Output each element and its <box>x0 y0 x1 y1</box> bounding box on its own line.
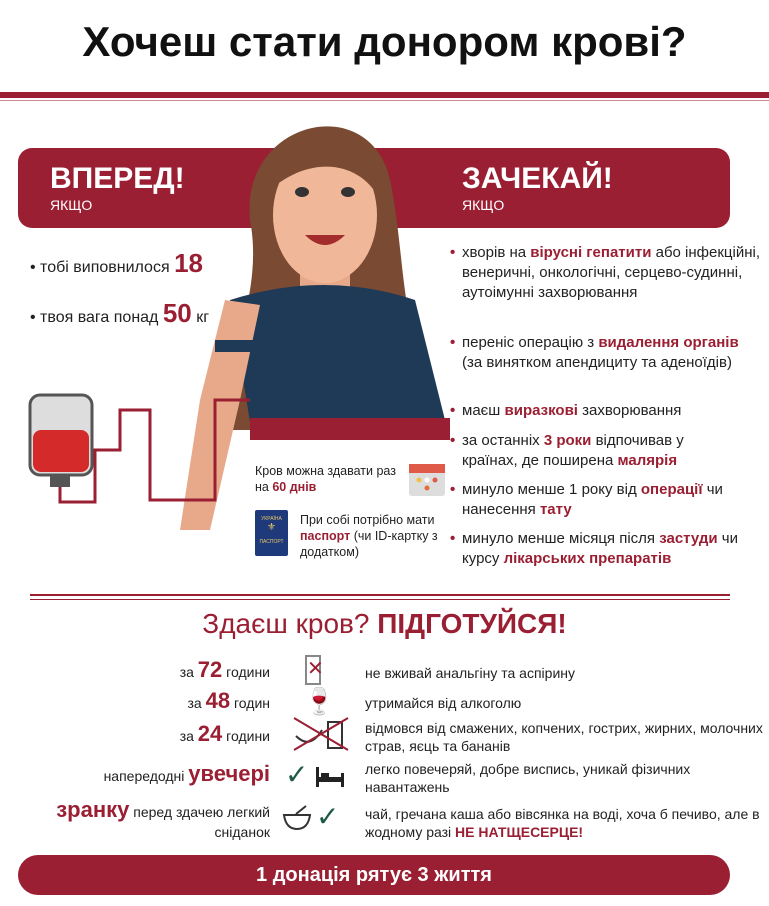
go-heading: ВПЕРЕД! <box>50 162 185 195</box>
blood-bag-icon <box>28 393 250 504</box>
footer-banner: 1 донація рятує 3 життя <box>18 855 730 895</box>
prep-time: за 24 години <box>179 721 270 746</box>
prep-time: за 48 годин <box>187 688 270 713</box>
prep-text: чай, гречана каша або вівсянка на воді, … <box>365 806 760 840</box>
divider <box>0 92 769 98</box>
wait-heading: ЗАЧЕКАЙ! <box>462 162 613 195</box>
divider <box>30 594 730 596</box>
passport-icon: УКРАЇНА ⚜ ПАСПОРТ <box>255 510 288 556</box>
go-item-text: тобі виповнилося <box>40 259 170 276</box>
page-title: Хочеш стати донором крові? <box>82 18 687 65</box>
bowl-icon <box>282 805 312 831</box>
go-sub: ЯКЩО <box>50 197 93 213</box>
check-icon: ✓ <box>316 801 340 832</box>
wait-item: минуло менше місяця після застуди чи кур… <box>450 529 752 569</box>
wait-item: минуло менше 1 року від операції чи нане… <box>450 480 742 520</box>
interval-note: Кров можна здавати раз на 60 днів <box>255 464 396 494</box>
go-item: • твоя вага понад 50 кг <box>30 298 210 328</box>
wait-item: за останніх 3 роки відпочивав у країнах,… <box>450 431 732 471</box>
prep-text: утримайся від алкоголю <box>365 695 522 711</box>
wait-item: маєш виразкові захворювання <box>450 401 762 421</box>
no-pills-icon: ✕ <box>305 655 324 685</box>
divider <box>30 599 730 600</box>
go-item: • тобі виповнилося 18 <box>30 248 203 278</box>
unit: кг <box>196 309 210 326</box>
age-value: 18 <box>174 248 203 278</box>
prep-text: легко повечеряй, добре виспись, уникай ф… <box>365 761 691 795</box>
prep-time: зранку перед здачею легкий сніданок <box>56 797 270 841</box>
divider <box>0 100 769 101</box>
wait-item: переніс операцію з видалення органів (за… <box>450 333 762 373</box>
weight-value: 50 <box>162 298 192 328</box>
passport-note: При собі потрібно мати паспорт (чи ID-ка… <box>300 513 438 559</box>
prep-time: за 72 години <box>179 657 270 682</box>
prep-text: відмовся від смажених, копчених, гострих… <box>365 720 763 754</box>
no-alcohol-icon: 🍷 <box>303 686 336 716</box>
prep-text: не вживай анальгіну та аспірину <box>365 665 575 681</box>
woman-illustration <box>180 126 450 530</box>
go-item-text: твоя вага понад <box>40 309 159 326</box>
prepare-heading: Здаєш кров? ПІДГОТУЙСЯ! <box>202 608 567 639</box>
wait-item: хворів на вірусні гепатити або інфекційн… <box>450 243 762 303</box>
bed-icon <box>316 767 344 787</box>
calendar-icon <box>409 464 445 496</box>
wait-sub: ЯКЩО <box>462 197 505 213</box>
prep-time: напередодні увечері <box>103 761 270 786</box>
no-food-icon <box>293 717 349 751</box>
check-icon: ✓ <box>285 759 309 790</box>
